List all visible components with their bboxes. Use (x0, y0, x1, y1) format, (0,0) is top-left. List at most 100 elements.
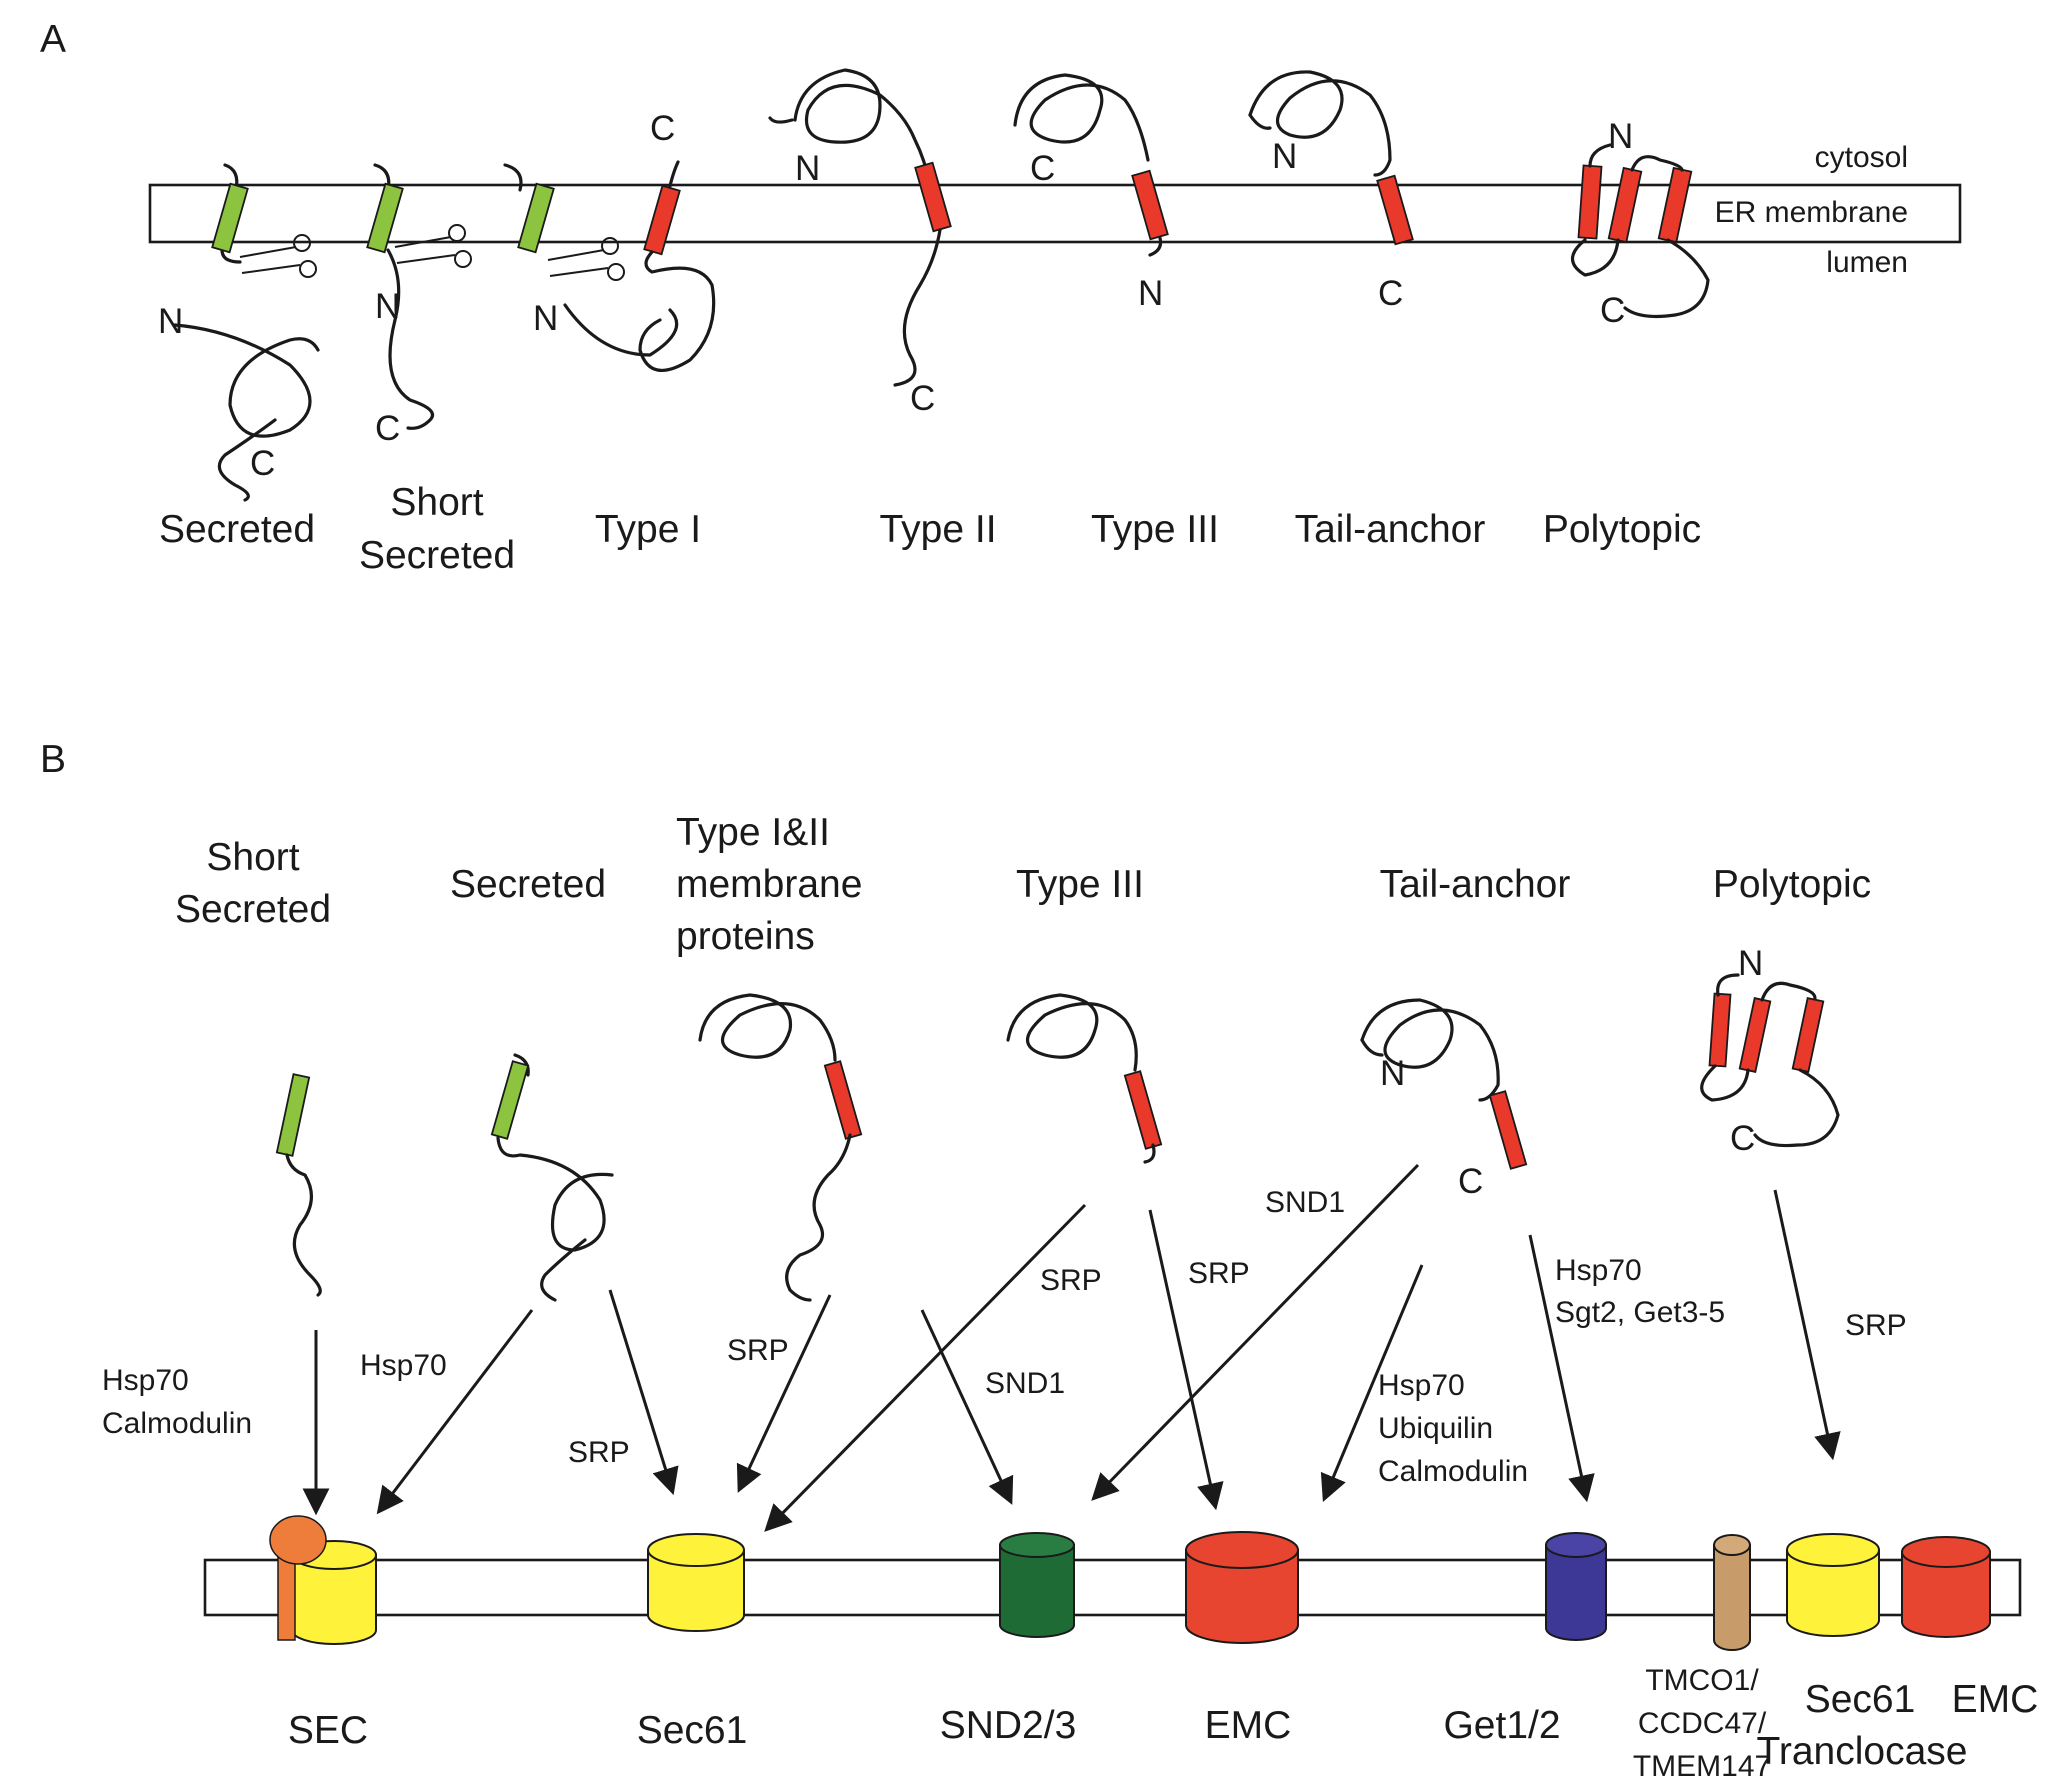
tail-anchor-c: C (1378, 274, 1403, 313)
header-type-i-ii: Type I&II (676, 811, 830, 854)
label-srp-e: SRP (1845, 1309, 1907, 1342)
cytosol-label: cytosol (1815, 141, 1908, 174)
signal-peptide-2 (366, 182, 404, 254)
arrow-type-iii-to-emc (1148, 1209, 1224, 1511)
type-i-protein-a: N C (503, 109, 716, 372)
short-secreted-n: N (375, 287, 400, 326)
er-membrane-a (148, 183, 1962, 244)
tail-anchor-n: N (1272, 137, 1297, 176)
tm-helix-b-type-i-ii (823, 1060, 863, 1140)
arrow-secreted-to-sec61 (608, 1289, 679, 1496)
header-tail-anchor: Tail-anchor (1380, 863, 1571, 906)
label-type-i-a: Type I (595, 508, 701, 551)
label-hsp70-c: Hsp70 (1378, 1369, 1465, 1402)
header-secreted: Secreted (450, 863, 606, 906)
header-short-secreted: Secreted (175, 888, 331, 931)
label-type-ii-a: Type II (879, 508, 996, 551)
label-short-a: Short (390, 481, 483, 524)
tail-anchor-n-b: N (1380, 1054, 1405, 1093)
secreted-protein-a: N C (158, 163, 320, 502)
header-proteins: proteins (676, 915, 815, 958)
scissors-icon (394, 224, 472, 268)
label-srp-c: SRP (1040, 1264, 1102, 1297)
header-short: Short (206, 836, 299, 879)
tm-helix-b-tail-anchor (1488, 1090, 1528, 1170)
arrow-tail-hsp70 (1320, 1264, 1424, 1502)
label-sec61: Sec61 (637, 1709, 748, 1752)
header-polytopic: Polytopic (1713, 863, 1871, 906)
label-srp-d: SRP (1188, 1257, 1250, 1290)
secreted-c: C (250, 444, 275, 483)
label-get12: Get1/2 (1443, 1704, 1560, 1747)
label-ccdc47: CCDC47/ (1638, 1707, 1767, 1740)
tm-helix-b-type-iii (1123, 1070, 1163, 1150)
short-secreted-protein-a: N C (366, 163, 472, 448)
label-sec: SEC (288, 1709, 368, 1752)
polytopic-c-b: C (1730, 1119, 1755, 1158)
label-emc: EMC (1205, 1704, 1292, 1747)
type-ii-n: N (795, 149, 820, 188)
tm-helix-poly-1 (1577, 164, 1603, 240)
label-snd1-a: SND1 (985, 1367, 1065, 1400)
pathway-arrows (302, 1163, 1841, 1532)
polytopic-protein-b: N C (1700, 944, 1840, 1158)
label-calmodulin-a: Calmodulin (102, 1407, 252, 1440)
polytopic-n: N (1608, 117, 1633, 156)
get12-complex (1545, 1532, 1607, 1641)
secreted-n: N (158, 302, 183, 341)
tail-anchor-protein-a: N C (1248, 70, 1414, 313)
label-srp-b: SRP (727, 1334, 789, 1367)
panel-b: B Short Secreted Secreted Type I&II memb… (40, 738, 2038, 1783)
header-membrane: membrane (676, 863, 862, 906)
label-snd23: SND2/3 (940, 1704, 1077, 1747)
label-tmem147: TMEM147 (1633, 1750, 1771, 1783)
label-hsp70-a: Hsp70 (102, 1364, 189, 1397)
panel-b-label: B (40, 738, 66, 781)
lumen-label: lumen (1826, 246, 1908, 279)
label-type-iii-a: Type III (1091, 508, 1219, 551)
type-iii-protein-b (1006, 993, 1163, 1164)
sec-complex (269, 1515, 377, 1645)
signal-peptide-b2 (490, 1060, 530, 1140)
label-tranclocase: Tranclocase (1757, 1730, 1968, 1773)
tail-anchor-protein-b: N C (1360, 998, 1528, 1201)
type-ii-c: C (910, 379, 935, 418)
scissors-icon (547, 237, 625, 281)
scissors-icon (239, 234, 317, 278)
snd23-complex (999, 1532, 1075, 1638)
panel-a-label: A (40, 18, 66, 61)
type-iii-c: C (1030, 149, 1055, 188)
tm-helix-tail-anchor (1376, 174, 1414, 246)
arrow-tail-snd1 (1091, 1163, 1420, 1501)
arrow-snd1-to-snd23 (920, 1309, 1014, 1505)
label-srp-a: SRP (568, 1436, 630, 1469)
tmco1-complex (1713, 1534, 1751, 1651)
tm-helix-type-ii (914, 161, 952, 233)
label-secreted-a: Secreted (159, 508, 315, 551)
label-polytopic-a: Polytopic (1543, 508, 1701, 551)
label-short-secreted-a: Secreted (359, 534, 515, 577)
tail-anchor-c-b: C (1458, 1162, 1483, 1201)
type-iii-n: N (1138, 274, 1163, 313)
signal-peptide-3 (517, 182, 555, 254)
arrow-type-iii-to-sec61 (764, 1203, 1087, 1532)
type-iii-protein-a: C N (1013, 73, 1169, 313)
tm-helix-b-poly-3 (1791, 997, 1825, 1073)
type-i-c: C (650, 109, 675, 148)
signal-peptide-1 (211, 182, 249, 254)
arrow-tail-get (1528, 1234, 1595, 1503)
emc-complex (1185, 1531, 1299, 1644)
secreted-protein-b (490, 1053, 614, 1302)
header-type-iii: Type III (1016, 863, 1144, 906)
label-sgt2-get3-5: Sgt2, Get3-5 (1555, 1296, 1725, 1329)
polytopic-n-b: N (1738, 944, 1763, 983)
panel-a: A cytosol ER membrane lumen N C N (40, 18, 1962, 577)
arrow-secreted-to-sec (376, 1309, 534, 1515)
label-hsp70-d: Hsp70 (1555, 1254, 1642, 1287)
label-tail-anchor-a: Tail-anchor (1295, 508, 1486, 551)
type-i-ii-protein-b (698, 993, 863, 1302)
type-ii-protein-a: N C (768, 68, 952, 418)
label-emc-2: EMC (1952, 1678, 2039, 1721)
short-secreted-c: C (375, 409, 400, 448)
